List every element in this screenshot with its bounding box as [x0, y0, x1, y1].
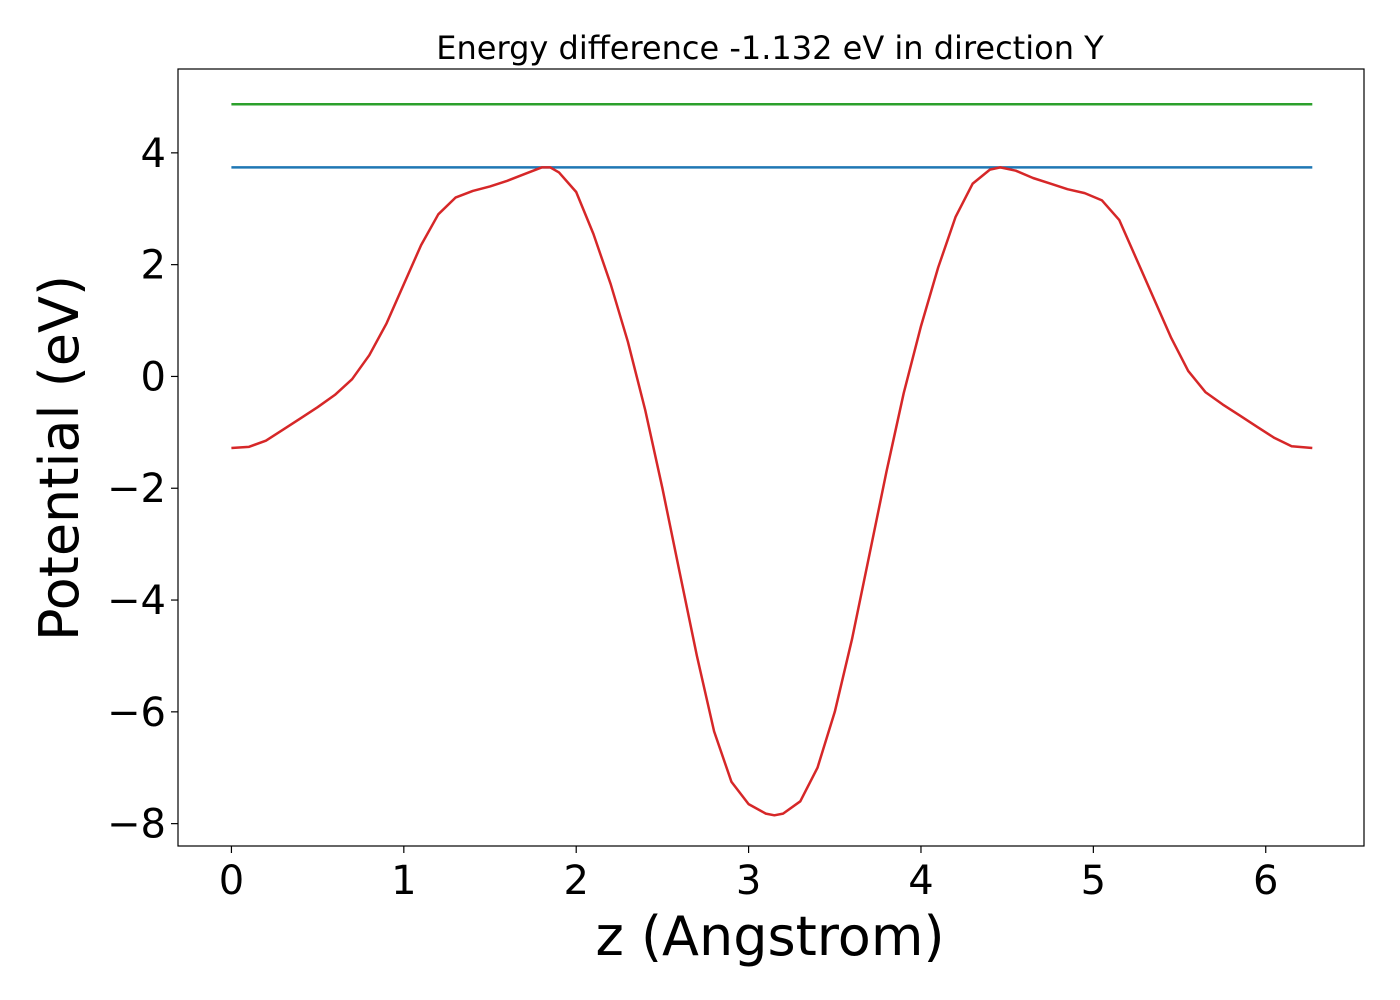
x-tick-label: 5 — [1081, 858, 1106, 904]
y-axis-title: Potential (eV) — [28, 275, 91, 641]
plot-frame — [177, 68, 1365, 847]
y-tick-label: 0 — [141, 354, 166, 400]
chart-title: Energy difference -1.132 eV in direction… — [436, 29, 1104, 67]
y-axis: 4 2 0 −2 −4 −6 −8 — [107, 131, 178, 848]
x-tick-label: 6 — [1253, 858, 1278, 904]
y-tick-label: −8 — [107, 802, 166, 848]
x-tick-label: 0 — [219, 858, 244, 904]
y-tick-label: −2 — [107, 466, 166, 512]
x-axis-title: z (Angstrom) — [595, 905, 944, 968]
y-tick-label: −4 — [107, 578, 166, 624]
x-tick-label: 3 — [736, 858, 761, 904]
x-tick-label: 4 — [908, 858, 933, 904]
y-tick-label: 4 — [141, 131, 166, 177]
y-tick-label: −6 — [107, 690, 166, 736]
series-layer — [231, 102, 1313, 817]
x-tick-label: 1 — [391, 858, 416, 904]
x-tick-label: 2 — [563, 858, 588, 904]
series-line-3 — [231, 166, 1313, 817]
x-axis: 0 1 2 3 4 5 6 — [219, 846, 1278, 904]
y-tick-label: 2 — [141, 243, 166, 289]
